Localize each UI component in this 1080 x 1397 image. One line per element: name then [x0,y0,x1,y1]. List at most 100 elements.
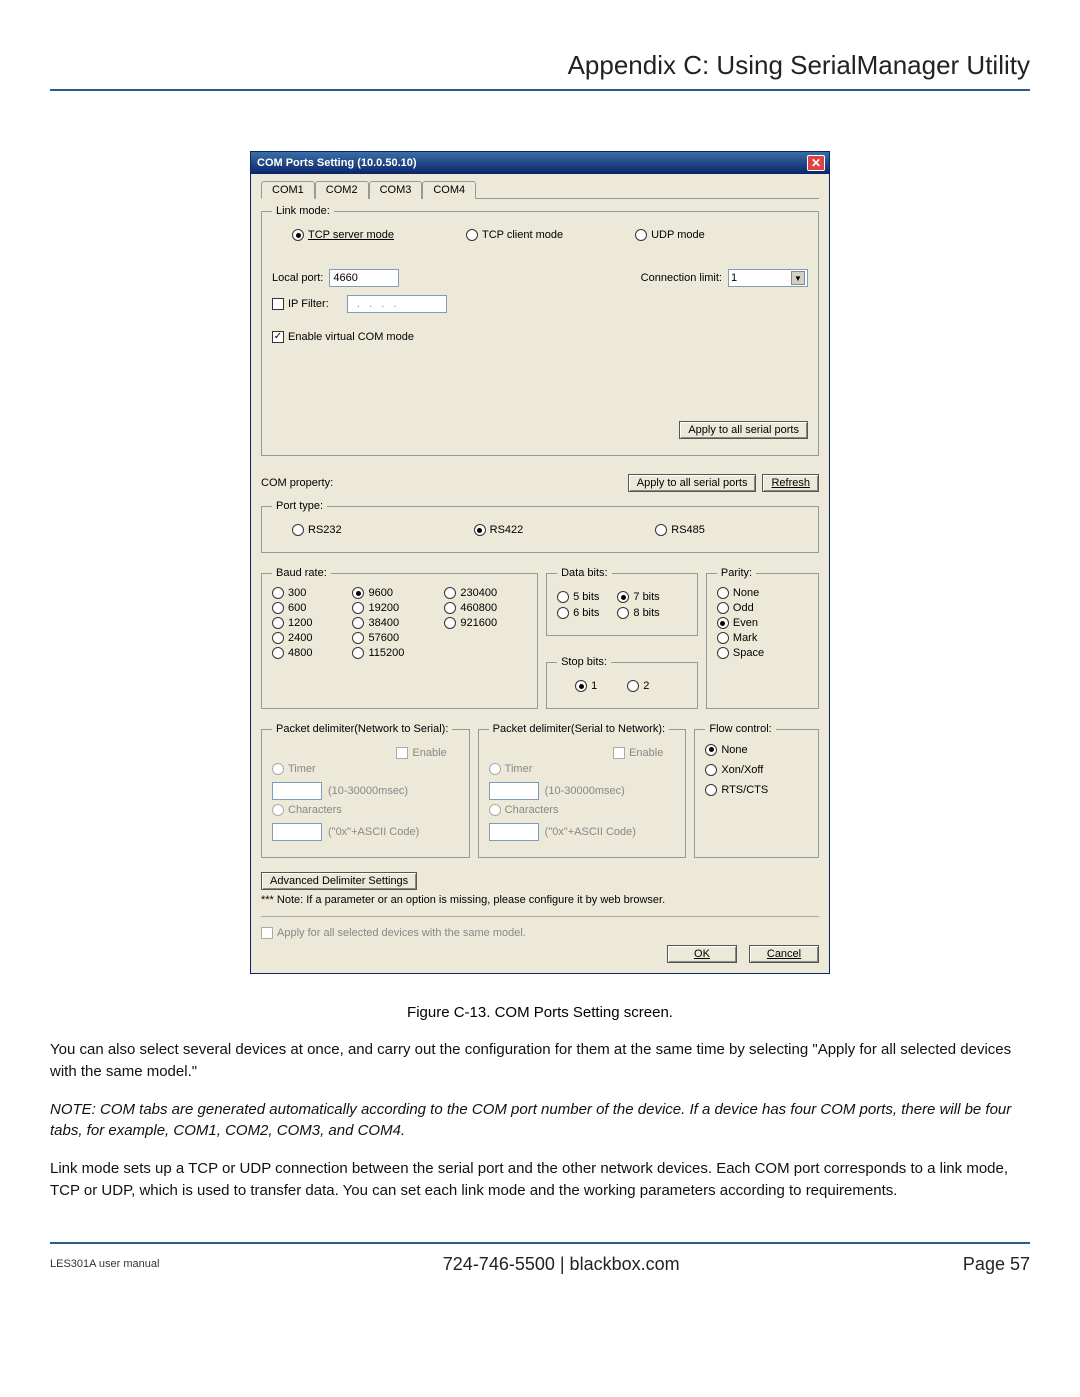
refresh-label: Refresh [771,477,810,489]
conn-limit-value: 1 [731,272,737,284]
delim-s2n-chars: Characters [489,804,559,816]
delim-s2n-chars-input [489,823,539,841]
tab-com2[interactable]: COM2 [315,181,369,199]
delim-s2n-group: Packet delimiter(Serial to Network): Ena… [478,723,687,858]
close-icon[interactable]: ✕ [807,155,825,171]
parity-legend: Parity: [717,567,756,579]
radio-parity-odd[interactable]: Odd [717,602,764,614]
radio-baud-2400[interactable]: 2400 [272,632,312,644]
baud-legend: Baud rate: [272,567,331,579]
delim-n2s-timer: Timer [272,763,316,775]
radio-flow-xon[interactable]: Xon/Xoff [705,764,768,776]
stop-bits-group: Stop bits: 1 2 [546,656,698,709]
titlebar: COM Ports Setting (10.0.50.10) ✕ [251,152,829,174]
refresh-button[interactable]: Refresh [762,474,819,492]
radio-db-7[interactable]: 7 bits [617,591,659,603]
tab-com4[interactable]: COM4 [422,181,476,199]
radio-baud-4800[interactable]: 4800 [272,647,312,659]
link-mode-group: Link mode: TCP server mode TCP client mo… [261,205,819,456]
apply-all-serial-button-1[interactable]: Apply to all serial ports [679,421,808,439]
radio-sb-1[interactable]: 1 [575,680,597,692]
radio-db-6[interactable]: 6 bits [557,607,599,619]
radio-flow-none[interactable]: None [705,744,768,756]
radio-tcp-server[interactable]: TCP server mode [292,229,394,241]
port-type-legend: Port type: [272,500,327,512]
radio-baud-600[interactable]: 600 [272,602,312,614]
radio-rs232[interactable]: RS232 [292,524,342,536]
radio-baud-9600[interactable]: 9600 [352,587,404,599]
body-note: NOTE: COM tabs are generated automatical… [50,1099,1030,1143]
delim-n2s-enable[interactable]: Enable [396,747,446,759]
parity-group: Parity: None Odd Even Mark Space [706,567,819,709]
radio-rs422-label: RS422 [490,524,524,536]
ip-filter-check[interactable]: IP Filter: [272,298,329,310]
radio-parity-mark[interactable]: Mark [717,632,764,644]
radio-rs485-label: RS485 [671,524,705,536]
ip-filter-input [347,295,447,313]
conn-limit-label: Connection limit: [641,272,722,284]
footer-right: Page 57 [963,1254,1030,1275]
radio-db-5[interactable]: 5 bits [557,591,599,603]
port-type-group: Port type: RS232 RS422 RS485 [261,500,819,553]
radio-baud-1200[interactable]: 1200 [272,617,312,629]
page-header: Appendix C: Using SerialManager Utility [568,50,1030,80]
radio-baud-300[interactable]: 300 [272,587,312,599]
radio-baud-38400[interactable]: 38400 [352,617,404,629]
page-footer: LES301A user manual 724-746-5500 | black… [50,1242,1030,1275]
radio-baud-19200[interactable]: 19200 [352,602,404,614]
body-para-1: You can also select several devices at o… [50,1039,1030,1083]
delim-n2s-legend: Packet delimiter(Network to Serial): [272,723,452,735]
apply-all-devices-check: Apply for all selected devices with the … [261,927,526,939]
baud-rate-group: Baud rate: 300 600 1200 2400 4800 9600 1… [261,567,538,709]
delim-s2n-timer: Timer [489,763,533,775]
radio-sb-2[interactable]: 2 [627,680,649,692]
flow-control-group: Flow control: None Xon/Xoff RTS/CTS [694,723,819,858]
advanced-delimiter-button[interactable]: Advanced Delimiter Settings [261,872,417,890]
radio-db-8[interactable]: 8 bits [617,607,659,619]
enable-vcom-check[interactable]: Enable virtual COM mode [272,331,414,343]
flow-legend: Flow control: [705,723,775,735]
radio-rs422[interactable]: RS422 [474,524,524,536]
delim-s2n-timer-input [489,782,539,800]
radio-parity-even[interactable]: Even [717,617,764,629]
data-bits-legend: Data bits: [557,567,611,579]
radio-udp[interactable]: UDP mode [635,229,705,241]
apply-all-serial-button-2[interactable]: Apply to all serial ports [628,474,757,492]
radio-baud-921600[interactable]: 921600 [444,617,497,629]
body-para-2: Link mode sets up a TCP or UDP connectio… [50,1158,1030,1202]
ip-filter-label: IP Filter: [288,298,329,310]
delim-s2n-legend: Packet delimiter(Serial to Network): [489,723,669,735]
local-port-input[interactable] [329,269,399,287]
radio-tcp-client[interactable]: TCP client mode [466,229,563,241]
radio-flow-rts[interactable]: RTS/CTS [705,784,768,796]
radio-baud-460800[interactable]: 460800 [444,602,497,614]
enable-vcom-label: Enable virtual COM mode [288,331,414,343]
tab-com3[interactable]: COM3 [369,181,423,199]
radio-parity-none[interactable]: None [717,587,764,599]
apply-all-devices-label: Apply for all selected devices with the … [277,927,526,939]
stop-bits-legend: Stop bits: [557,656,611,668]
data-bits-group: Data bits: 5 bits 7 bits 6 bits 8 bits [546,567,698,636]
link-mode-legend: Link mode: [272,205,334,217]
footer-left: LES301A user manual [50,1258,159,1270]
tab-com1[interactable]: COM1 [261,181,315,199]
chevron-down-icon: ▼ [791,271,805,285]
radio-tcp-client-label: TCP client mode [482,229,563,241]
delim-n2s-chars: Characters [272,804,342,816]
delim-s2n-enable[interactable]: Enable [613,747,663,759]
delim-n2s-timer-input [272,782,322,800]
conn-limit-select[interactable]: 1 ▼ [728,269,808,287]
radio-baud-115200[interactable]: 115200 [352,647,404,659]
radio-rs485[interactable]: RS485 [655,524,705,536]
config-note: *** Note: If a parameter or an option is… [261,894,665,906]
radio-udp-label: UDP mode [651,229,705,241]
radio-parity-space[interactable]: Space [717,647,764,659]
radio-baud-57600[interactable]: 57600 [352,632,404,644]
radio-rs232-label: RS232 [308,524,342,536]
cancel-button[interactable]: Cancel [749,945,819,963]
ok-button[interactable]: OK [667,945,737,963]
com-property-label: COM property: [261,477,333,489]
window-title: COM Ports Setting (10.0.50.10) [257,157,417,169]
radio-baud-230400[interactable]: 230400 [444,587,497,599]
dialog-window: COM Ports Setting (10.0.50.10) ✕ COM1 CO… [250,151,830,974]
